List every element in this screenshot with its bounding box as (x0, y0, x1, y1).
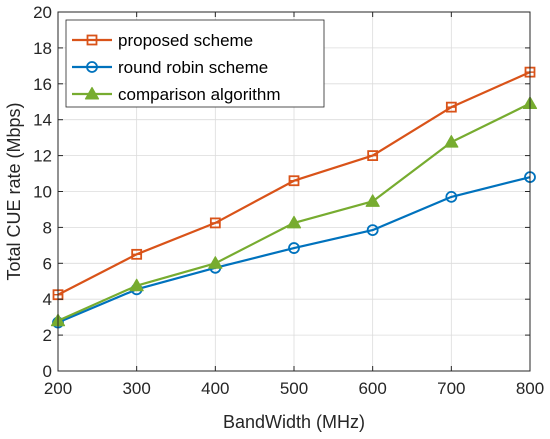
y-tick-label: 2 (43, 326, 52, 345)
y-tick-label: 20 (33, 3, 52, 22)
data-point (288, 175, 300, 187)
legend-box (65, 19, 325, 108)
y-tick-label: 10 (33, 183, 52, 202)
legend-item-2: comparison algorithm (72, 85, 281, 104)
y-tick-label: 6 (43, 254, 52, 273)
x-tick-label: 600 (358, 379, 386, 398)
y-tick-label: 16 (33, 75, 52, 94)
y-tick-label: 12 (33, 147, 52, 166)
x-tick-label: 300 (122, 379, 150, 398)
legend: proposed scheme round robin scheme compari… (65, 19, 325, 108)
y-tick-label: 8 (43, 218, 52, 237)
y-tick-label: 14 (33, 111, 52, 130)
legend-marker (86, 61, 98, 73)
x-tick-label: 700 (437, 379, 465, 398)
data-point (288, 242, 300, 254)
legend-label: comparison algorithm (118, 85, 281, 104)
x-tick-label: 200 (44, 379, 72, 398)
legend-label: round robin scheme (118, 58, 268, 77)
x-tick-label: 400 (201, 379, 229, 398)
data-point (365, 194, 380, 207)
data-point (444, 135, 459, 148)
data-point (129, 278, 144, 292)
x-axis-label: BandWidth (MHz) (223, 412, 365, 432)
legend-label: proposed scheme (118, 31, 253, 50)
data-point (367, 150, 379, 162)
data-point (445, 190, 458, 203)
legend-item-1: round robin scheme (72, 58, 268, 77)
y-axis-label: Total CUE rate (Mbps) (4, 102, 24, 280)
x-tick-label: 800 (516, 379, 544, 398)
data-point (366, 224, 379, 236)
y-tick-label: 0 (43, 362, 52, 381)
data-point (208, 256, 223, 269)
legend-item-0: proposed scheme (72, 31, 253, 50)
y-tick-label: 18 (33, 39, 52, 58)
data-point (286, 215, 302, 229)
x-tick-label: 500 (280, 379, 308, 398)
data-point (445, 101, 457, 113)
legend-marker (84, 86, 100, 100)
data-point (131, 248, 143, 260)
data-point (209, 217, 221, 229)
legend-marker (86, 34, 98, 46)
y-tick-label: 4 (43, 290, 52, 309)
series-2 (50, 96, 538, 327)
ticks: 200 300 400 500 600 700 800 0 2 4 6 8 10 12 14 16 18 20 (33, 3, 544, 398)
